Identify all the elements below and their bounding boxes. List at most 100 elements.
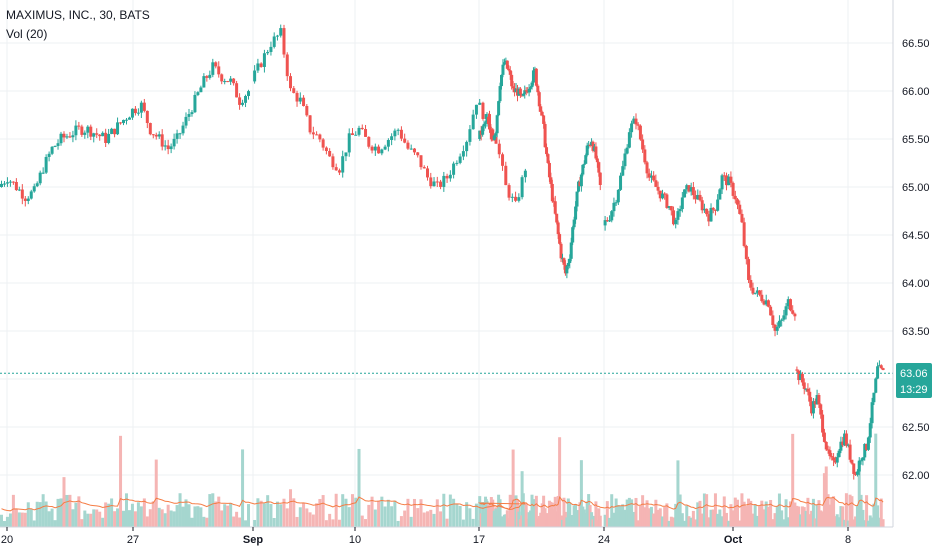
candle-body <box>145 110 149 124</box>
candle-body <box>797 370 801 381</box>
candle-body <box>683 189 687 198</box>
volume-bar <box>861 509 865 527</box>
candle-body <box>357 127 361 135</box>
volume-bar <box>625 499 629 527</box>
volume-bar <box>632 511 636 527</box>
candle-body <box>253 70 257 82</box>
price-axis[interactable]: 62.0062.5063.0063.5064.0064.5065.0065.50… <box>902 38 930 482</box>
volume-bar <box>788 501 792 527</box>
candle-body <box>514 196 518 201</box>
volume-bar <box>718 509 722 527</box>
volume-bar <box>205 517 209 527</box>
candle-body <box>758 290 762 295</box>
candle-body <box>259 63 263 67</box>
candle-body <box>598 172 602 185</box>
candle-body <box>124 119 128 121</box>
candle-body <box>478 130 482 139</box>
candle-body <box>843 433 847 446</box>
candle-body <box>484 114 488 119</box>
candle-body <box>256 63 260 71</box>
volume-bar <box>478 496 482 527</box>
candle-body <box>870 402 874 424</box>
candle-body <box>581 164 585 175</box>
candle-body <box>302 97 306 107</box>
candle-body <box>605 220 609 222</box>
candle-body <box>585 145 589 156</box>
volume-bar <box>226 505 230 527</box>
time-tick-label: Oct <box>724 534 743 546</box>
candle-body <box>542 115 546 124</box>
candle-body <box>511 86 515 89</box>
candle-body <box>855 471 859 475</box>
candlesticks <box>0 24 885 480</box>
candle-body <box>643 149 647 163</box>
candle-body <box>502 62 506 65</box>
volume-bar <box>868 515 872 527</box>
volume-bar <box>74 502 78 527</box>
price-tick-label: 64.50 <box>902 230 930 242</box>
volume-bar <box>852 519 856 527</box>
candle-body <box>793 313 797 317</box>
candle-body <box>383 146 387 150</box>
candle-body <box>282 28 286 55</box>
candle-body <box>784 306 788 316</box>
candle-body <box>505 60 509 69</box>
candle-body <box>625 147 629 154</box>
candle-body <box>751 287 755 294</box>
candle-body <box>524 90 528 92</box>
candle-body <box>508 70 512 75</box>
candle-body <box>844 433 848 446</box>
volume-indicator-label: Vol (20) <box>6 27 48 41</box>
volume-bar <box>38 502 42 527</box>
candle-body <box>559 243 563 259</box>
volume-bar <box>190 517 194 527</box>
volume-bar <box>702 493 706 527</box>
candle-body <box>762 301 766 305</box>
volume-bar <box>5 516 9 527</box>
volume-bar <box>142 498 146 527</box>
volume-bar <box>874 433 878 527</box>
price-tick-label: 62.50 <box>902 422 930 434</box>
candle-body <box>802 382 806 389</box>
volume-bar <box>797 506 801 527</box>
candle-body <box>546 154 550 163</box>
candle-body <box>529 87 533 89</box>
volume-bar <box>837 517 841 527</box>
candle-body <box>71 135 75 138</box>
volume-bar <box>696 502 700 527</box>
volume-bar <box>181 506 185 527</box>
candle-body <box>223 81 227 83</box>
volume-bar <box>370 496 374 527</box>
candle-body <box>819 404 823 415</box>
candle-body <box>848 444 852 460</box>
candle-body <box>674 219 678 225</box>
volume-bar <box>643 507 647 527</box>
volume-bar <box>50 508 54 527</box>
candle-body <box>537 92 541 107</box>
candle-body <box>665 194 669 208</box>
volume-bar <box>672 517 676 527</box>
candle-body <box>160 134 164 147</box>
volume-bar <box>709 509 713 527</box>
candle-body <box>555 213 559 223</box>
candle-body <box>685 185 689 190</box>
volume-bar <box>0 514 3 527</box>
candle-body <box>38 172 42 184</box>
volume-bar <box>870 517 874 527</box>
volume-bar <box>663 506 667 527</box>
volume-bar <box>214 501 218 527</box>
candle-body <box>777 320 781 327</box>
candle-body <box>295 92 299 102</box>
volume-bar <box>295 516 299 527</box>
candle-body <box>396 129 400 131</box>
candle-body <box>337 170 341 173</box>
volume-bar <box>305 508 309 527</box>
volume-bar <box>32 520 36 527</box>
time-axis[interactable]: 20 27 Sep 10 17 24 Oct 8 <box>1 527 851 546</box>
candle-body <box>77 125 81 127</box>
volume-bar <box>855 505 859 527</box>
volume-bar <box>804 510 808 527</box>
candle-body <box>504 165 508 186</box>
volume-bar <box>707 517 711 527</box>
